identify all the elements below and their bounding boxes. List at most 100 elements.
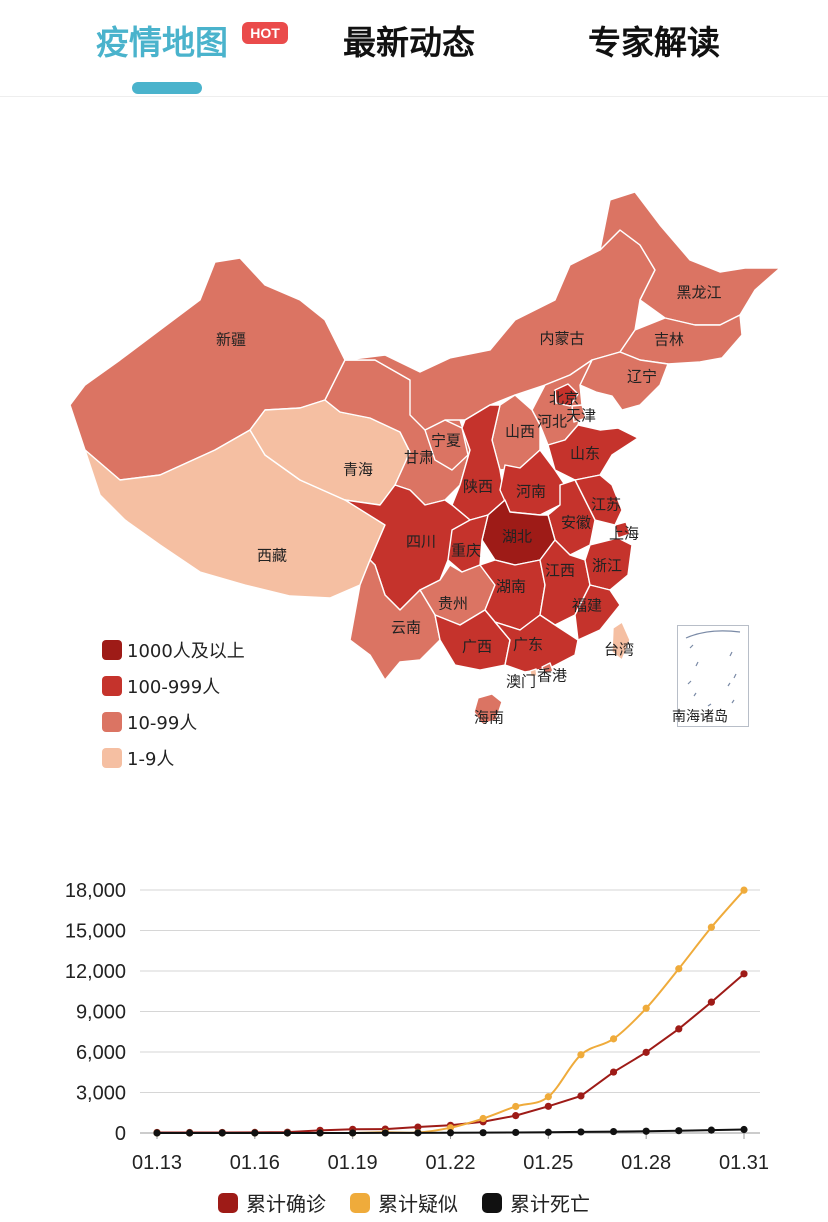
south-china-sea-islands-icon — [685, 630, 741, 707]
series-1-point — [446, 1124, 455, 1132]
series-1-point — [512, 1102, 520, 1111]
tab-epidemic-map[interactable]: 疫情地图 — [96, 23, 228, 62]
chart-legend: 累计确诊 累计疑似 累计死亡 — [218, 1188, 614, 1217]
region-tianjin[interactable] — [571, 404, 587, 423]
legend-item-10-99[interactable]: 10-99人 — [102, 704, 245, 740]
south-china-sea-label: 南海诸岛 — [672, 709, 728, 725]
x-tick-label: 01.22 — [425, 1152, 475, 1174]
region-hainan[interactable] — [473, 693, 503, 725]
legend-swatch — [102, 676, 122, 696]
legend-label: 100-999人 — [127, 677, 221, 698]
series-2-point — [283, 1129, 292, 1137]
chart-legend-item-suspected[interactable]: 累计疑似 — [350, 1188, 458, 1217]
y-tick-label: 12,000 — [65, 961, 126, 983]
series-2-point — [544, 1128, 552, 1136]
series-2-point — [316, 1129, 324, 1137]
legend-label: 1-9人 — [127, 749, 175, 770]
tab-expert-analysis[interactable]: 专家解读 — [588, 23, 720, 62]
legend-swatch — [102, 712, 122, 732]
series-1-point — [740, 886, 748, 894]
series-2-point — [251, 1129, 259, 1137]
region-taiwan[interactable] — [611, 621, 631, 661]
south-china-sea-inset — [677, 625, 749, 727]
chart-legend-label: 累计死亡 — [510, 1192, 590, 1216]
series-2-point — [642, 1127, 650, 1135]
tab-latest-news[interactable]: 最新动态 — [343, 23, 475, 62]
series-2-point — [349, 1129, 357, 1137]
series-2-point — [740, 1125, 748, 1134]
series-0-point — [740, 970, 748, 978]
y-tick-label: 6,000 — [76, 1042, 126, 1064]
region-zhejiang[interactable] — [584, 537, 633, 591]
legend-swatch — [102, 640, 122, 660]
y-tick-label: 0 — [115, 1123, 126, 1145]
chart-legend-swatch — [350, 1192, 370, 1213]
series-0-point — [675, 1025, 683, 1033]
series-2-point — [577, 1128, 585, 1136]
tab-bar: 疫情地图 HOT 最新动态 专家解读 — [0, 0, 828, 97]
region-macau[interactable] — [529, 668, 538, 678]
chart-legend-item-confirmed[interactable]: 累计确诊 — [218, 1188, 326, 1217]
series-1-point — [609, 1035, 618, 1043]
y-tick-label: 18,000 — [65, 880, 126, 902]
legend-item-1-9[interactable]: 1-9人 — [102, 740, 245, 776]
series-1-point — [577, 1051, 585, 1059]
y-tick-label: 15,000 — [65, 921, 126, 943]
series-1-point — [479, 1114, 487, 1123]
series-2-point — [675, 1127, 683, 1135]
x-tick-label: 01.13 — [132, 1152, 182, 1174]
series-2-point — [153, 1129, 161, 1137]
series-0-point — [577, 1092, 585, 1100]
series-0-point — [707, 998, 715, 1006]
region-heilongjiang[interactable] — [599, 191, 781, 326]
region-hongkong[interactable] — [541, 662, 554, 675]
series-0-point — [414, 1123, 422, 1131]
chart-y-axis: 0 3,000 6,000 9,000 12,000 15,000 18,000 — [65, 880, 126, 1145]
series-0-point — [544, 1102, 552, 1110]
series-2-point — [609, 1127, 618, 1136]
y-tick-label: 9,000 — [76, 1002, 126, 1024]
chart-gridlines — [140, 889, 760, 1134]
series-2-point — [381, 1129, 389, 1137]
chart-series — [153, 886, 748, 1137]
series-1-point — [707, 923, 715, 931]
legend-label: 1000人及以上 — [127, 641, 245, 662]
series-2-point — [218, 1129, 226, 1137]
legend-item-1000-plus[interactable]: 1000人及以上 — [102, 632, 245, 668]
x-tick-label: 01.16 — [230, 1152, 280, 1174]
series-0-point — [642, 1048, 650, 1056]
series-0-point — [609, 1068, 618, 1076]
series-2-point — [186, 1129, 194, 1137]
x-tick-label: 01.19 — [328, 1152, 378, 1174]
region-shanghai[interactable] — [614, 521, 631, 539]
series-0-point — [512, 1112, 520, 1120]
chart-legend-item-deaths[interactable]: 累计死亡 — [482, 1188, 590, 1217]
region-beijing[interactable] — [554, 383, 579, 407]
series-2-point — [446, 1129, 455, 1137]
region-liaoning[interactable] — [579, 351, 669, 411]
region-guangdong[interactable] — [494, 614, 579, 673]
legend-label: 10-99人 — [127, 713, 198, 734]
region-chongqing[interactable] — [447, 514, 489, 573]
series-1-point — [675, 965, 683, 973]
x-tick-label: 01.31 — [719, 1152, 769, 1174]
series-1-point — [642, 1004, 650, 1012]
legend-item-100-999[interactable]: 100-999人 — [102, 668, 245, 704]
series-2-point — [479, 1129, 487, 1137]
chart-legend-label: 累计确诊 — [246, 1192, 326, 1216]
legend-swatch — [102, 748, 122, 768]
chart-legend-swatch — [482, 1192, 502, 1213]
chart-legend-label: 累计疑似 — [378, 1192, 458, 1216]
active-tab-indicator — [132, 82, 202, 94]
series-2-point — [414, 1129, 422, 1137]
region-anhui[interactable] — [547, 479, 596, 556]
series-2-point — [512, 1128, 520, 1137]
series-1-point — [544, 1093, 552, 1101]
chart-x-axis: 01.13 01.16 01.19 01.22 01.25 01.28 01.31 — [132, 1133, 769, 1174]
y-tick-label: 3,000 — [76, 1083, 126, 1105]
cumulative-cases-line-chart: 0 3,000 6,000 9,000 12,000 15,000 18,000 01.13… — [65, 880, 769, 1174]
series-2-point — [707, 1126, 715, 1134]
map-legend: 1000人及以上 100-999人 10-99人 1-9人 — [102, 632, 245, 776]
region-shandong[interactable] — [547, 424, 639, 481]
china-map — [69, 191, 781, 725]
